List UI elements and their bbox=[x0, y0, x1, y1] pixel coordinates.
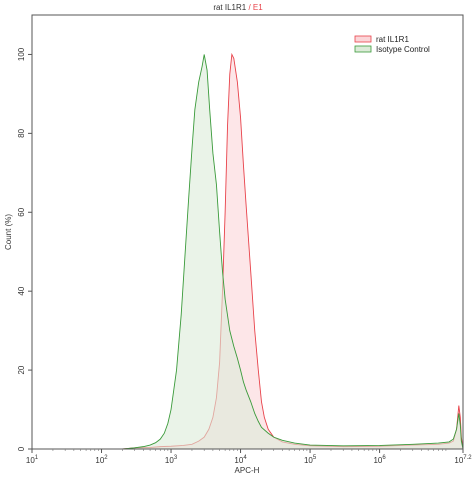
y-tick-label: 80 bbox=[17, 128, 26, 137]
chart-title-suffix: E1 bbox=[253, 3, 263, 12]
x-axis: 101 102 103 104 105 106 107.2 bbox=[26, 449, 472, 465]
y-tick-label: 20 bbox=[17, 365, 26, 374]
x-tick-label: 104 bbox=[234, 455, 247, 465]
x-tick-label: 105 bbox=[304, 455, 317, 465]
y-tick-label: 60 bbox=[17, 207, 26, 216]
x-tick-label: 102 bbox=[95, 455, 108, 465]
chart-title: rat IL1R1 / E1 bbox=[213, 3, 263, 12]
legend-swatch-0 bbox=[354, 35, 372, 43]
x-tick-label: 106 bbox=[373, 455, 386, 465]
x-tick-label: 101 bbox=[26, 455, 39, 465]
series-line-1 bbox=[32, 54, 464, 450]
x-tick-label: 107.2 bbox=[454, 455, 472, 465]
chart-title-prefix: rat IL1R1 bbox=[213, 3, 246, 12]
y-tick-label: 0 bbox=[17, 446, 26, 451]
series-layer bbox=[32, 52, 464, 450]
plot-frame bbox=[31, 14, 464, 450]
x-axis-title: APC-H bbox=[235, 466, 260, 475]
series-area-0 bbox=[32, 54, 463, 449]
y-axis-title: Count (%) bbox=[4, 214, 13, 250]
y-tick-label: 100 bbox=[17, 47, 26, 61]
y-axis: 0 20 40 60 80 100 bbox=[17, 47, 32, 451]
legend-swatch-1 bbox=[354, 45, 372, 53]
legend-label-0: rat IL1R1 bbox=[376, 35, 409, 44]
x-tick-label: 103 bbox=[165, 455, 178, 465]
y-tick-label: 40 bbox=[17, 286, 26, 295]
legend-label-1: Isotype Control bbox=[376, 45, 430, 54]
chart-title-separator: / bbox=[246, 3, 253, 12]
